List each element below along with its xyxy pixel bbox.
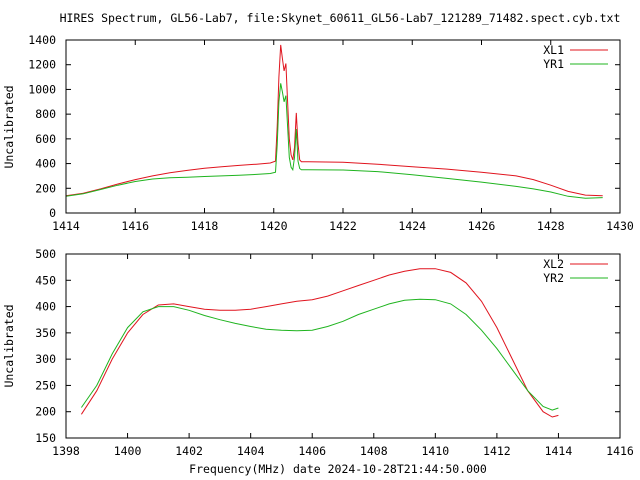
legend-label-xl2: XL2 [543,257,564,271]
y-tick-label: 500 [35,247,56,261]
x-tick-label: 1416 [606,444,634,458]
legend-label-yr1: YR1 [543,57,564,71]
y-tick-label: 350 [35,326,56,340]
x-tick-label: 1420 [260,219,288,233]
y-tick-label: 1000 [28,82,56,96]
x-tick-label: 1408 [360,444,388,458]
series-line-xl2 [80,268,559,418]
y-axis-label-bottom: Uncalibrated [2,304,16,387]
x-tick-label: 1400 [114,444,142,458]
y-tick-label: 300 [35,352,56,366]
x-tick-label: 1402 [175,444,203,458]
x-tick-label: 1428 [537,219,565,233]
x-tick-label: 1424 [398,219,426,233]
y-tick-label: 800 [35,107,56,121]
y-tick-label: 600 [35,132,56,146]
bottom-spectrum-panel: 1398 1400 1402 1404 1406 1408 1410 1412 1414 1416… [35,247,634,458]
x-tick-label: 1418 [191,219,219,233]
x-tick-label: 1414 [545,444,573,458]
series-line-yr2 [80,298,559,411]
series-line-yr1 [65,83,603,199]
y-tick-label: 400 [35,157,56,171]
top-spectrum-panel: 1414 1416 1418 1420 1422 1424 1426 1428 1430 0 200… [28,33,634,233]
series-line-xl1 [65,44,603,197]
y-tick-label: 200 [35,181,56,195]
x-tick-label: 1414 [52,219,80,233]
x-tick-label: 1404 [237,444,265,458]
x-axis-label-bottom: Frequency(MHz) date 2024-10-28T21:44:50.… [189,462,487,476]
figure-title: HIRES Spectrum, GL56-Lab7, file:Skynet_6… [60,11,621,25]
legend-label-yr2: YR2 [543,271,564,285]
y-tick-label: 0 [49,206,56,220]
legend-label-xl1: XL1 [543,43,564,57]
y-tick-label: 200 [35,405,56,419]
x-tick-label: 1412 [483,444,511,458]
y-axis-label-top: Uncalibrated [2,85,16,168]
y-tick-label: 150 [35,431,56,445]
x-tick-label: 1410 [421,444,449,458]
x-tick-label: 1430 [606,219,634,233]
x-tick-label: 1422 [329,219,357,233]
x-tick-label: 1398 [52,444,80,458]
y-tick-label: 250 [35,378,56,392]
y-tick-label: 1400 [28,33,56,47]
y-tick-label: 450 [35,273,56,287]
x-tick-label: 1416 [121,219,149,233]
x-tick-label: 1406 [298,444,326,458]
plot-frame [65,253,621,439]
y-tick-label: 1200 [28,58,56,72]
y-tick-label: 400 [35,300,56,314]
x-tick-label: 1426 [468,219,496,233]
